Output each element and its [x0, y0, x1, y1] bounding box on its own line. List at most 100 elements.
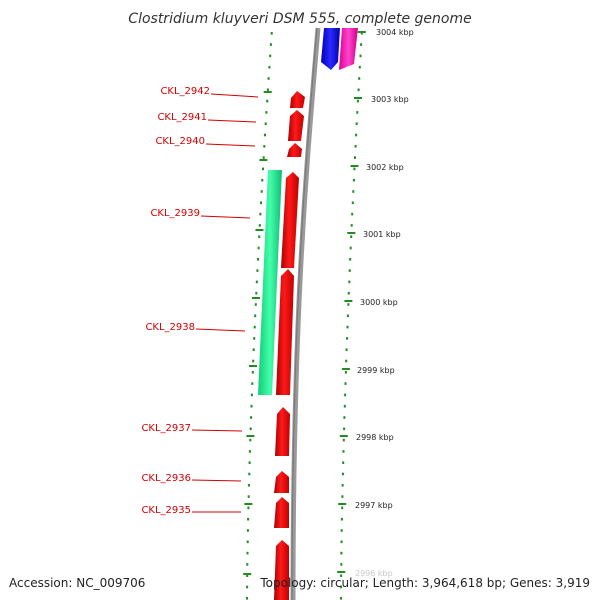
inner-ring-minor-tick [246, 585, 249, 589]
inner-ring-minor-tick [258, 224, 261, 227]
inner-ring-major-tick [249, 365, 257, 367]
white-band [318, 28, 362, 32]
inner-ring-minor-tick [267, 77, 270, 80]
outer-ring-minor-tick [344, 371, 347, 374]
scale-label-2996: 2996 kbp [355, 569, 393, 578]
inner-ring-minor-tick [248, 461, 251, 464]
outer-ring-minor-tick [360, 43, 363, 46]
inner-ring-minor-tick [258, 235, 261, 238]
inner-ring-minor-tick [251, 371, 254, 374]
outer-ring-minor-tick [344, 393, 347, 397]
outer-ring-minor-tick [340, 563, 343, 566]
scale-labels: 3004 kbp 3003 kbp 3002 kbp 3001 kbp 3000… [355, 28, 414, 578]
scale-label-3003: 3003 kbp [371, 95, 409, 104]
outer-ring-minor-tick [342, 438, 345, 442]
inner-scale-ring [243, 32, 273, 600]
outer-ring-minor-tick [349, 258, 352, 261]
outer-ring-minor-tick [341, 495, 344, 498]
outer-ring-minor-tick [354, 145, 357, 148]
inner-ring-major-tick [255, 229, 264, 231]
scale-label-2998: 2998 kbp [356, 433, 394, 442]
inner-ring-minor-tick [257, 246, 260, 250]
outer-ring-minor-tick [359, 54, 362, 58]
inner-ring-major-tick [259, 159, 268, 161]
outer-ring-minor-tick [343, 404, 346, 408]
outer-ring-minor-tick [352, 190, 355, 193]
inner-ring-minor-tick [247, 495, 250, 498]
inner-ring-minor-tick [250, 416, 253, 419]
inner-ring-minor-tick [253, 325, 256, 329]
leader-ckl-2942 [210, 93, 259, 98]
outer-ring-major-tick [354, 97, 362, 99]
leader-ckl-2937 [191, 429, 243, 432]
outer-ring-minor-tick [346, 325, 349, 329]
outer-ring-minor-tick [349, 246, 352, 250]
leader-ckl-2940 [205, 143, 256, 147]
scale-label-3001: 3001 kbp [363, 230, 401, 239]
gene-ckl-2936 [274, 471, 289, 493]
gene-label-ckl-2939: CKL_2939 [150, 208, 200, 219]
outer-ring-minor-tick [346, 337, 349, 340]
inner-ring-minor-tick [269, 54, 272, 58]
outer-ring-major-tick [338, 503, 347, 505]
inner-ring-minor-tick [250, 404, 253, 408]
outer-ring-minor-tick [341, 484, 344, 487]
outer-ring-minor-tick [355, 133, 358, 137]
outer-scale-ring [337, 31, 366, 600]
gene-ckl-2938 [276, 269, 294, 395]
outer-ring-minor-tick [344, 382, 347, 385]
leader-ckl-2941 [207, 119, 257, 123]
inner-ring-minor-tick [266, 99, 269, 103]
scale-label-2999: 2999 kbp [357, 366, 395, 375]
inner-ring-minor-tick [266, 88, 269, 92]
inner-ring-minor-tick [250, 393, 253, 397]
outer-ring-minor-tick [343, 416, 346, 419]
inner-ring-minor-tick [248, 472, 251, 476]
outer-ring-minor-tick [354, 156, 356, 159]
inner-ring-minor-tick [254, 314, 257, 318]
inner-ring-minor-tick [265, 111, 268, 114]
outer-ring-major-tick [347, 232, 356, 234]
inner-ring-minor-tick [253, 337, 256, 340]
inner-ring-major-tick [263, 91, 272, 93]
outer-ring-major-tick [357, 31, 366, 33]
inner-ring-minor-tick [255, 291, 258, 295]
outer-ring-minor-tick [340, 529, 343, 532]
outer-ring-minor-tick [348, 280, 351, 284]
inner-ring-major-tick [246, 435, 255, 437]
inner-ring-major-tick [252, 297, 260, 299]
gene-ckl-2937 [275, 407, 290, 456]
gene-label-ckl-2937: CKL_2937 [141, 423, 191, 434]
outer-ring-minor-tick [340, 574, 343, 577]
inner-ring-minor-tick [255, 280, 258, 284]
inner-ring-minor-tick [259, 212, 262, 216]
leader-ckl-2936 [191, 479, 242, 482]
outer-ring-minor-tick [340, 585, 343, 589]
gene-label-ckl-2938: CKL_2938 [145, 322, 195, 333]
scale-label-2997: 2997 kbp [355, 501, 393, 510]
inner-ring-minor-tick [247, 484, 250, 487]
inner-ring-minor-tick [246, 597, 248, 600]
scale-label-3000: 3000 kbp [360, 298, 398, 307]
outer-ring-minor-tick [351, 212, 354, 216]
inner-ring-minor-tick [246, 574, 249, 577]
leader-ckl-2938 [195, 328, 246, 332]
gene-ckl-2935 [274, 497, 289, 528]
outer-ring-minor-tick [341, 506, 344, 510]
outer-ring-minor-tick [342, 450, 345, 453]
gene-ckl-2941 [288, 110, 304, 141]
scale-label-3004: 3004 kbp [376, 28, 414, 37]
inner-ring-minor-tick [252, 359, 255, 363]
gene-labels: CKL_2942 CKL_2941 CKL_2940 CKL_2939 CKL_… [141, 86, 259, 516]
outer-ring-minor-tick [358, 77, 361, 80]
blue-feature [321, 28, 340, 70]
inner-ring-minor-tick [247, 517, 250, 521]
inner-ring-minor-tick [269, 43, 272, 46]
accession-text: Accession: NC_009706 [9, 576, 145, 590]
outer-ring-minor-tick [356, 99, 359, 103]
gene-label-ckl-2942: CKL_2942 [160, 86, 210, 97]
map-title: Clostridium kluyveri DSM 555, complete g… [128, 11, 471, 27]
outer-ring-minor-tick [360, 32, 363, 35]
inner-ring-major-tick [243, 573, 252, 575]
outer-ring-minor-tick [346, 314, 349, 318]
